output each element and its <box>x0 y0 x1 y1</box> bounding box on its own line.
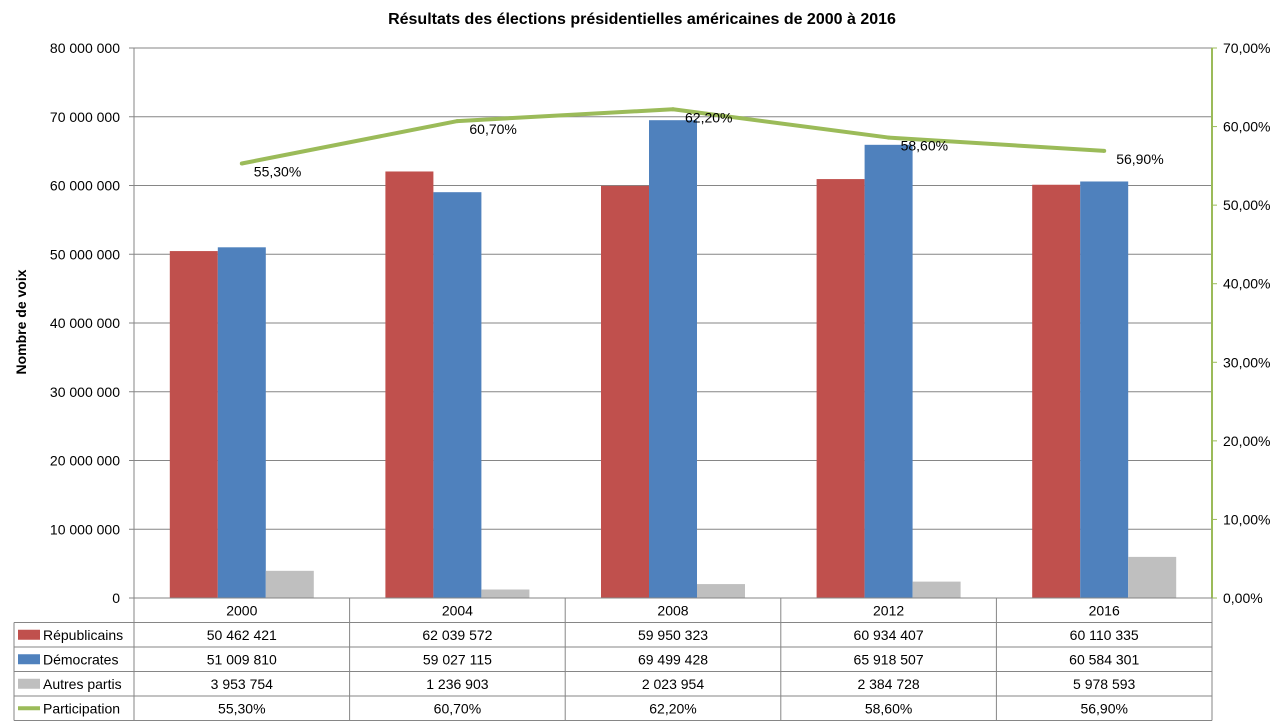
table-cell: 3 953 754 <box>211 676 273 692</box>
table-cell: 59 027 115 <box>423 651 492 667</box>
table-cell: 69 499 428 <box>638 651 708 667</box>
bar-démocrates <box>1080 181 1129 599</box>
table-cell: 55,30% <box>218 700 265 716</box>
participation-data-label: 62,20% <box>685 109 732 125</box>
bar-autres-partis <box>912 581 961 598</box>
participation-point <box>455 119 460 124</box>
bar-républicains <box>169 251 218 598</box>
bar-autres-partis <box>697 584 745 598</box>
table-cell: 60,70% <box>434 700 481 716</box>
legend-label: Autres partis <box>43 676 122 692</box>
y-tick-label: 0 <box>112 590 120 606</box>
participation-line: 55,30% 60,70% 62,20% 58,60% 56,90% <box>239 107 1164 180</box>
participation-point <box>671 107 675 112</box>
bar-démocrates <box>649 120 697 598</box>
table-cell: 2 384 728 <box>857 676 919 692</box>
y-tick-label: 50 000 000 <box>50 246 120 262</box>
table-cell: 65 918 507 <box>854 651 924 667</box>
bar-autres-partis <box>481 589 530 598</box>
y-tick-label: 70 000 000 <box>50 109 120 125</box>
y-axis-ticks: 0 10 000 000 20 000 000 30 000 000 40 000 00… <box>50 40 120 606</box>
data-table: 2000 2004 2008 2012 2016 Républicains 50 462 4… <box>13 597 1213 721</box>
bar-démocrates <box>864 144 913 599</box>
table-cell: 50 462 421 <box>207 627 277 643</box>
legend-key-autres-partis <box>18 678 40 689</box>
y2-tick-label: 60,00% <box>1223 119 1270 135</box>
participation-data-label: 56,90% <box>1116 151 1163 167</box>
y-tick-label: 80 000 000 <box>50 40 120 56</box>
x-tick-label: 2008 <box>657 602 688 618</box>
table-cell: 62,20% <box>649 700 696 716</box>
legend-key-démocrates <box>18 654 40 665</box>
y-tick-label: 20 000 000 <box>50 453 120 469</box>
bar-républicains <box>601 185 649 598</box>
legend-key-républicains <box>18 629 40 640</box>
y2-tick-label: 20,00% <box>1223 433 1270 449</box>
participation-data-label: 58,60% <box>901 138 948 154</box>
participation-point <box>239 161 244 166</box>
y-tick-label: 30 000 000 <box>50 384 120 400</box>
legend-label: Participation <box>43 700 120 716</box>
x-tick-label: 2016 <box>1089 602 1120 618</box>
table-cell: 59 950 323 <box>638 627 708 643</box>
table-cell: 5 978 593 <box>1073 676 1135 692</box>
x-tick-label: 2000 <box>226 602 257 618</box>
y2-tick-label: 10,00% <box>1223 511 1270 527</box>
y-tick-label: 10 000 000 <box>50 521 120 537</box>
table-cell: 51 009 810 <box>207 651 277 667</box>
bar-démocrates <box>217 247 266 598</box>
table-cell: 56,90% <box>1080 700 1127 716</box>
legend-label: Démocrates <box>43 651 118 667</box>
y2-axis-ticks: 0,00% 10,00% 20,00% 30,00% 40,00% 50,00% 60,00… <box>1223 40 1270 606</box>
table-cell: 60 584 301 <box>1069 651 1139 667</box>
bar-républicains <box>816 179 865 598</box>
bar-autres-partis <box>1128 556 1177 598</box>
y-axis-label: Nombre de voix <box>13 269 29 374</box>
table-cell: 2 023 954 <box>642 676 704 692</box>
bar-républicains <box>385 171 434 598</box>
y2-tick-label: 70,00% <box>1223 40 1270 56</box>
bar-républicains <box>1032 184 1081 598</box>
bars <box>169 120 1177 599</box>
y-tick-label: 60 000 000 <box>50 178 120 194</box>
participation-point <box>886 135 891 140</box>
table-cell: 1 236 903 <box>426 676 488 692</box>
bar-démocrates <box>433 192 482 598</box>
table-cell: 60 934 407 <box>854 627 924 643</box>
table-cell: 62 039 572 <box>422 627 492 643</box>
table-cell: 58,60% <box>865 700 912 716</box>
chart-title: Résultats des élections présidentielles … <box>388 11 896 28</box>
legend-label: Républicains <box>43 627 123 643</box>
bar-autres-partis <box>265 570 314 598</box>
participation-data-label: 60,70% <box>469 121 516 137</box>
y2-tick-label: 30,00% <box>1223 354 1270 370</box>
participation-point <box>1102 148 1107 153</box>
y-tick-label: 40 000 000 <box>50 315 120 331</box>
x-tick-label: 2004 <box>442 602 473 618</box>
table-cell: 60 110 335 <box>1070 627 1139 643</box>
participation-data-label: 55,30% <box>254 164 301 180</box>
x-tick-label: 2012 <box>873 602 904 618</box>
y2-tick-label: 0,00% <box>1223 590 1263 606</box>
y2-tick-label: 40,00% <box>1223 276 1270 292</box>
y2-tick-label: 50,00% <box>1223 197 1270 213</box>
